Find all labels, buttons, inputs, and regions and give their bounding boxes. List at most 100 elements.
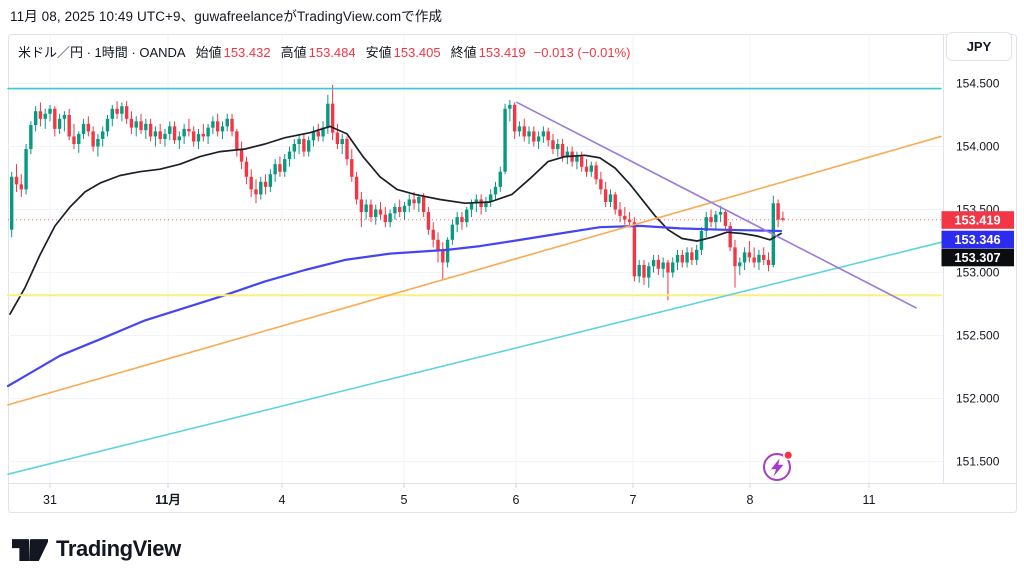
candle-body: [474, 199, 479, 204]
candle-body: [651, 259, 656, 267]
symbol-legend[interactable]: 米ドル／円 · 1時間 · OANDA 始値 153.432 高値 153.484 安値 1…: [18, 42, 631, 61]
legend-low-value: 153.405: [393, 45, 441, 60]
candle-body: [450, 224, 455, 240]
candle-body: [397, 207, 402, 213]
candle-body: [627, 219, 632, 223]
candle-body: [666, 262, 670, 273]
price-axis-badges: 153.419 153.346 153.307: [941, 211, 1014, 267]
legend-close-label: 終値: [450, 45, 477, 60]
candle-body: [738, 262, 742, 267]
candle-body: [225, 118, 229, 127]
price-badge-value: 153.307: [954, 250, 1000, 265]
candle-body: [714, 214, 718, 223]
price-badge: [941, 248, 1014, 267]
candle-body: [584, 166, 589, 172]
candle-body: [757, 254, 761, 263]
candle-body: [613, 194, 617, 210]
candle-body: [67, 115, 71, 137]
candle-body: [594, 165, 598, 180]
time-tick-label: 6: [513, 493, 520, 507]
candle-body: [48, 108, 52, 114]
candle-body: [14, 176, 19, 185]
trendline-ascending-orange[interactable]: [7, 135, 942, 406]
candle-body: [436, 239, 440, 250]
candle-body: [599, 179, 603, 190]
candle-body: [565, 151, 570, 157]
lightning-bolt-icon: [771, 458, 784, 477]
price-tick-label: 152.000: [956, 392, 1000, 406]
price-axis[interactable]: 154.500154.000153.500153.000152.500152.0…: [956, 77, 1000, 469]
candle-body: [335, 132, 340, 145]
candle-body: [354, 176, 359, 200]
candle-body: [273, 164, 277, 175]
candle-body: [632, 222, 637, 277]
candle-body: [340, 138, 344, 145]
candle-body: [364, 204, 368, 213]
candle-body: [484, 201, 488, 208]
trendline-ascending-cyan[interactable]: [7, 241, 942, 475]
time-tick-label: 11月: [155, 493, 181, 507]
candle-body: [412, 199, 416, 204]
candle-body: [306, 140, 311, 152]
candle-body: [62, 115, 67, 119]
tradingview-logo[interactable]: TradingView: [12, 536, 181, 562]
currency-toggle-button[interactable]: JPY: [946, 32, 1012, 61]
price-badge-value: 153.419: [954, 212, 1000, 227]
candlestick-series: [10, 84, 785, 301]
candle-body: [101, 131, 105, 139]
candle-body: [263, 181, 268, 187]
candle-body: [575, 156, 579, 162]
candle-body: [19, 184, 23, 190]
legend-symbol-title[interactable]: 米ドル／円 · 1時間 · OANDA: [18, 45, 186, 60]
candle-body: [671, 262, 675, 273]
candle-body: [603, 189, 608, 202]
candle-body: [206, 127, 210, 137]
candle-body: [292, 144, 297, 152]
candle-body: [580, 156, 584, 167]
candle-body: [24, 149, 28, 190]
candle-body: [407, 199, 411, 206]
flash-icon[interactable]: [763, 450, 794, 481]
candle-body: [177, 136, 182, 141]
ma-slow-line[interactable]: [6, 224, 783, 388]
price-tick-label: 151.500: [956, 455, 1000, 469]
candle-body: [268, 174, 273, 187]
candle-body: [556, 144, 560, 150]
candle-body: [311, 131, 316, 141]
notification-dot: [783, 450, 794, 461]
price-badge-value: 153.346: [954, 232, 1000, 247]
candle-body: [33, 111, 38, 126]
candle-body: [503, 108, 507, 172]
trendline-descending-purple[interactable]: [516, 101, 917, 309]
candle-body: [766, 259, 771, 265]
legend-high-label: 高値: [280, 45, 307, 60]
candle-body: [316, 131, 320, 137]
candle-body: [455, 217, 459, 225]
candle-body: [637, 264, 641, 277]
candle-body: [541, 131, 546, 137]
candle-body: [139, 121, 143, 131]
time-axis[interactable]: 31 11月 4 5 6 7 8 11: [43, 483, 876, 508]
candle-body: [369, 204, 373, 218]
candle-body: [393, 207, 397, 214]
candle-body: [747, 252, 752, 258]
ma-fast-line[interactable]: [9, 125, 782, 315]
candle-body: [762, 254, 766, 260]
candle-body: [656, 259, 661, 269]
candle-body: [115, 108, 119, 114]
time-tick-label: 4: [279, 493, 286, 507]
candle-body: [72, 136, 76, 145]
time-tick-label: 11: [863, 493, 876, 507]
candle-body: [402, 205, 407, 213]
candle-body: [350, 159, 354, 177]
candle-body: [196, 133, 201, 142]
price-tick-label: 152.500: [956, 329, 1000, 343]
candle-body: [493, 186, 498, 195]
candle-body: [158, 131, 162, 139]
candle-body: [374, 209, 378, 218]
attribution-header: 11月 08, 2025 10:49 UTC+9、guwafreelanceがT…: [10, 9, 443, 24]
candle-body: [723, 212, 728, 226]
candle-body: [278, 164, 282, 172]
candle-body: [742, 252, 747, 263]
